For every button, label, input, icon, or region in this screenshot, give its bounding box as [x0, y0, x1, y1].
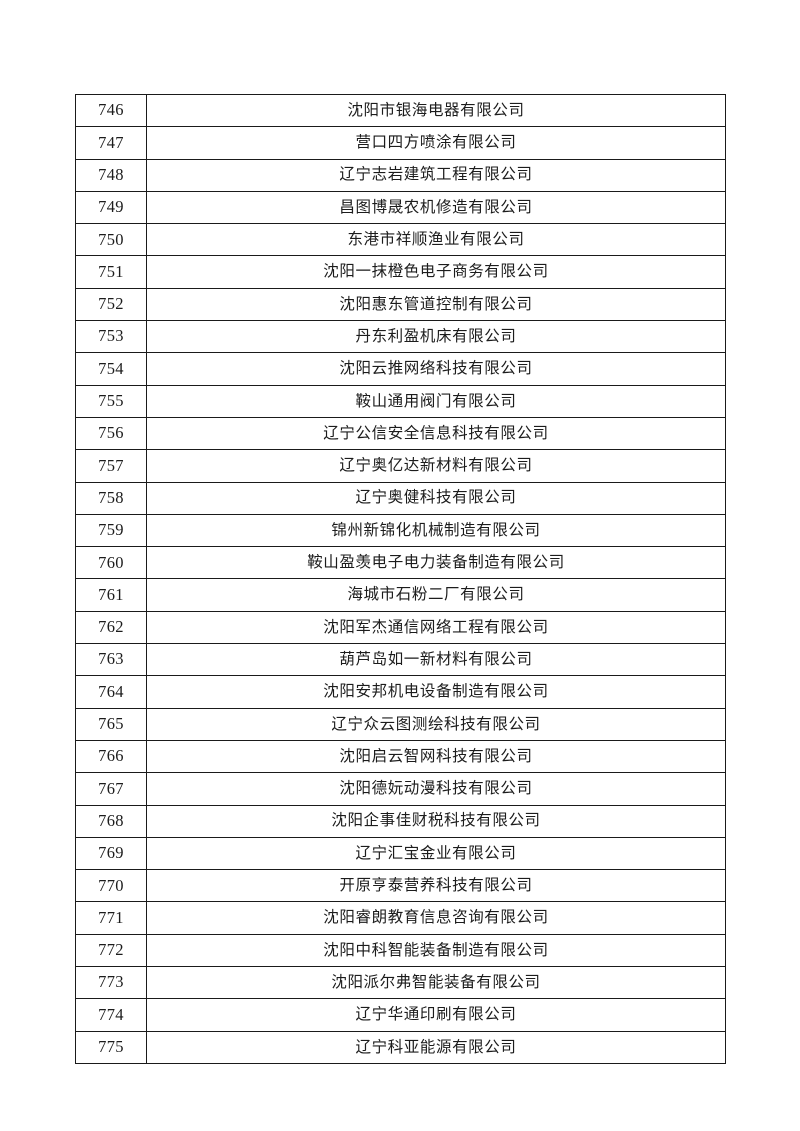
row-index-cell: 748	[75, 158, 147, 192]
company-name-cell: 鞍山通用阀门有限公司	[146, 384, 726, 418]
table-row: 768 沈阳企事佳财税科技有限公司	[75, 804, 726, 838]
company-name-cell: 锦州新锦化机械制造有限公司	[146, 513, 726, 548]
row-index-cell: 746	[75, 93, 147, 128]
table-row: 749 昌图博晟农机修造有限公司	[75, 190, 726, 225]
company-name-cell: 沈阳市银海电器有限公司	[146, 93, 726, 128]
company-name-cell: 辽宁科亚能源有限公司	[146, 1030, 726, 1064]
row-index-cell: 747	[75, 126, 147, 160]
table-row: 753 丹东利盈机床有限公司	[75, 320, 726, 354]
table-row: 770 开原亨泰营养科技有限公司	[75, 869, 726, 903]
company-name-cell: 沈阳启云智网科技有限公司	[146, 739, 726, 774]
table-row: 775 辽宁科亚能源有限公司	[75, 1030, 726, 1064]
company-name-cell: 沈阳惠东管道控制有限公司	[146, 287, 726, 322]
row-index-cell: 750	[75, 223, 147, 257]
table-row: 746 沈阳市银海电器有限公司	[75, 93, 726, 128]
row-index-cell: 753	[75, 320, 147, 354]
company-name-cell: 开原亨泰营养科技有限公司	[146, 869, 726, 903]
row-index-cell: 774	[75, 998, 147, 1032]
row-index-cell: 752	[75, 287, 147, 322]
table-row: 761 海城市石粉二厂有限公司	[75, 578, 726, 612]
company-name-cell: 辽宁汇宝金业有限公司	[146, 836, 726, 871]
table-row: 748 辽宁志岩建筑工程有限公司	[75, 158, 726, 192]
table-row: 774 辽宁华通印刷有限公司	[75, 998, 726, 1032]
row-index-cell: 762	[75, 610, 147, 645]
company-name-cell: 沈阳德妧动漫科技有限公司	[146, 772, 726, 806]
row-index-cell: 763	[75, 643, 147, 677]
company-name-cell: 沈阳安邦机电设备制造有限公司	[146, 675, 726, 709]
company-name-cell: 沈阳一抹橙色电子商务有限公司	[146, 255, 726, 289]
table-body: 746 沈阳市银海电器有限公司 747 营口四方喷涂有限公司 748 辽宁志岩建筑工程有限…	[75, 93, 726, 1064]
table-row: 751 沈阳一抹橙色电子商务有限公司	[75, 255, 726, 289]
row-index-cell: 771	[75, 901, 147, 935]
table-row: 754 沈阳云推网络科技有限公司	[75, 352, 726, 386]
row-index-cell: 749	[75, 190, 147, 225]
row-index-cell: 754	[75, 352, 147, 386]
company-name-cell: 沈阳中科智能装备制造有限公司	[146, 933, 726, 968]
table-row: 747 营口四方喷涂有限公司	[75, 126, 726, 160]
table-row: 750 东港市祥顺渔业有限公司	[75, 223, 726, 257]
table-row: 757 辽宁奥亿达新材料有限公司	[75, 449, 726, 483]
table-row: 763 葫芦岛如一新材料有限公司	[75, 643, 726, 677]
row-index-cell: 759	[75, 513, 147, 548]
company-name-cell: 丹东利盈机床有限公司	[146, 320, 726, 354]
company-name-cell: 海城市石粉二厂有限公司	[146, 578, 726, 612]
row-index-cell: 755	[75, 384, 147, 418]
row-index-cell: 765	[75, 707, 147, 741]
company-listing-table: 746 沈阳市银海电器有限公司 747 营口四方喷涂有限公司 748 辽宁志岩建筑工程有限…	[75, 93, 726, 1064]
company-name-cell: 辽宁奥健科技有限公司	[146, 481, 726, 515]
table-row: 759 锦州新锦化机械制造有限公司	[75, 513, 726, 548]
row-index-cell: 770	[75, 869, 147, 903]
table-row: 765 辽宁众云图测绘科技有限公司	[75, 707, 726, 741]
company-name-cell: 沈阳企事佳财税科技有限公司	[146, 804, 726, 838]
row-index-cell: 773	[75, 966, 147, 1000]
company-name-cell: 辽宁华通印刷有限公司	[146, 998, 726, 1032]
company-name-cell: 沈阳睿朗教育信息咨询有限公司	[146, 901, 726, 935]
row-index-cell: 768	[75, 804, 147, 838]
row-index-cell: 756	[75, 416, 147, 451]
company-name-cell: 葫芦岛如一新材料有限公司	[146, 643, 726, 677]
table-row: 760 鞍山盈羡电子电力装备制造有限公司	[75, 546, 726, 580]
table-row: 772 沈阳中科智能装备制造有限公司	[75, 933, 726, 968]
row-index-cell: 764	[75, 675, 147, 709]
table-row: 773 沈阳派尔弗智能装备有限公司	[75, 966, 726, 1000]
table-row: 758 辽宁奥健科技有限公司	[75, 481, 726, 515]
company-name-cell: 鞍山盈羡电子电力装备制造有限公司	[146, 546, 726, 580]
table-row: 755 鞍山通用阀门有限公司	[75, 384, 726, 418]
row-index-cell: 758	[75, 481, 147, 515]
table-row: 752 沈阳惠东管道控制有限公司	[75, 287, 726, 322]
table-row: 767 沈阳德妧动漫科技有限公司	[75, 772, 726, 806]
row-index-cell: 761	[75, 578, 147, 612]
table-row: 756 辽宁公信安全信息科技有限公司	[75, 416, 726, 451]
company-name-cell: 辽宁众云图测绘科技有限公司	[146, 707, 726, 741]
company-name-cell: 沈阳派尔弗智能装备有限公司	[146, 966, 726, 1000]
table-row: 771 沈阳睿朗教育信息咨询有限公司	[75, 901, 726, 935]
company-name-cell: 东港市祥顺渔业有限公司	[146, 223, 726, 257]
company-name-cell: 辽宁奥亿达新材料有限公司	[146, 449, 726, 483]
table-row: 762 沈阳军杰通信网络工程有限公司	[75, 610, 726, 645]
company-name-cell: 沈阳云推网络科技有限公司	[146, 352, 726, 386]
company-name-cell: 昌图博晟农机修造有限公司	[146, 190, 726, 225]
row-index-cell: 772	[75, 933, 147, 968]
row-index-cell: 751	[75, 255, 147, 289]
company-name-cell: 沈阳军杰通信网络工程有限公司	[146, 610, 726, 645]
table-row: 764 沈阳安邦机电设备制造有限公司	[75, 675, 726, 709]
company-name-cell: 营口四方喷涂有限公司	[146, 126, 726, 160]
row-index-cell: 760	[75, 546, 147, 580]
table-row: 766 沈阳启云智网科技有限公司	[75, 739, 726, 774]
row-index-cell: 767	[75, 772, 147, 806]
row-index-cell: 757	[75, 449, 147, 483]
row-index-cell: 766	[75, 739, 147, 774]
company-name-cell: 辽宁志岩建筑工程有限公司	[146, 158, 726, 192]
table-row: 769 辽宁汇宝金业有限公司	[75, 836, 726, 871]
row-index-cell: 769	[75, 836, 147, 871]
row-index-cell: 775	[75, 1030, 147, 1064]
company-name-cell: 辽宁公信安全信息科技有限公司	[146, 416, 726, 451]
